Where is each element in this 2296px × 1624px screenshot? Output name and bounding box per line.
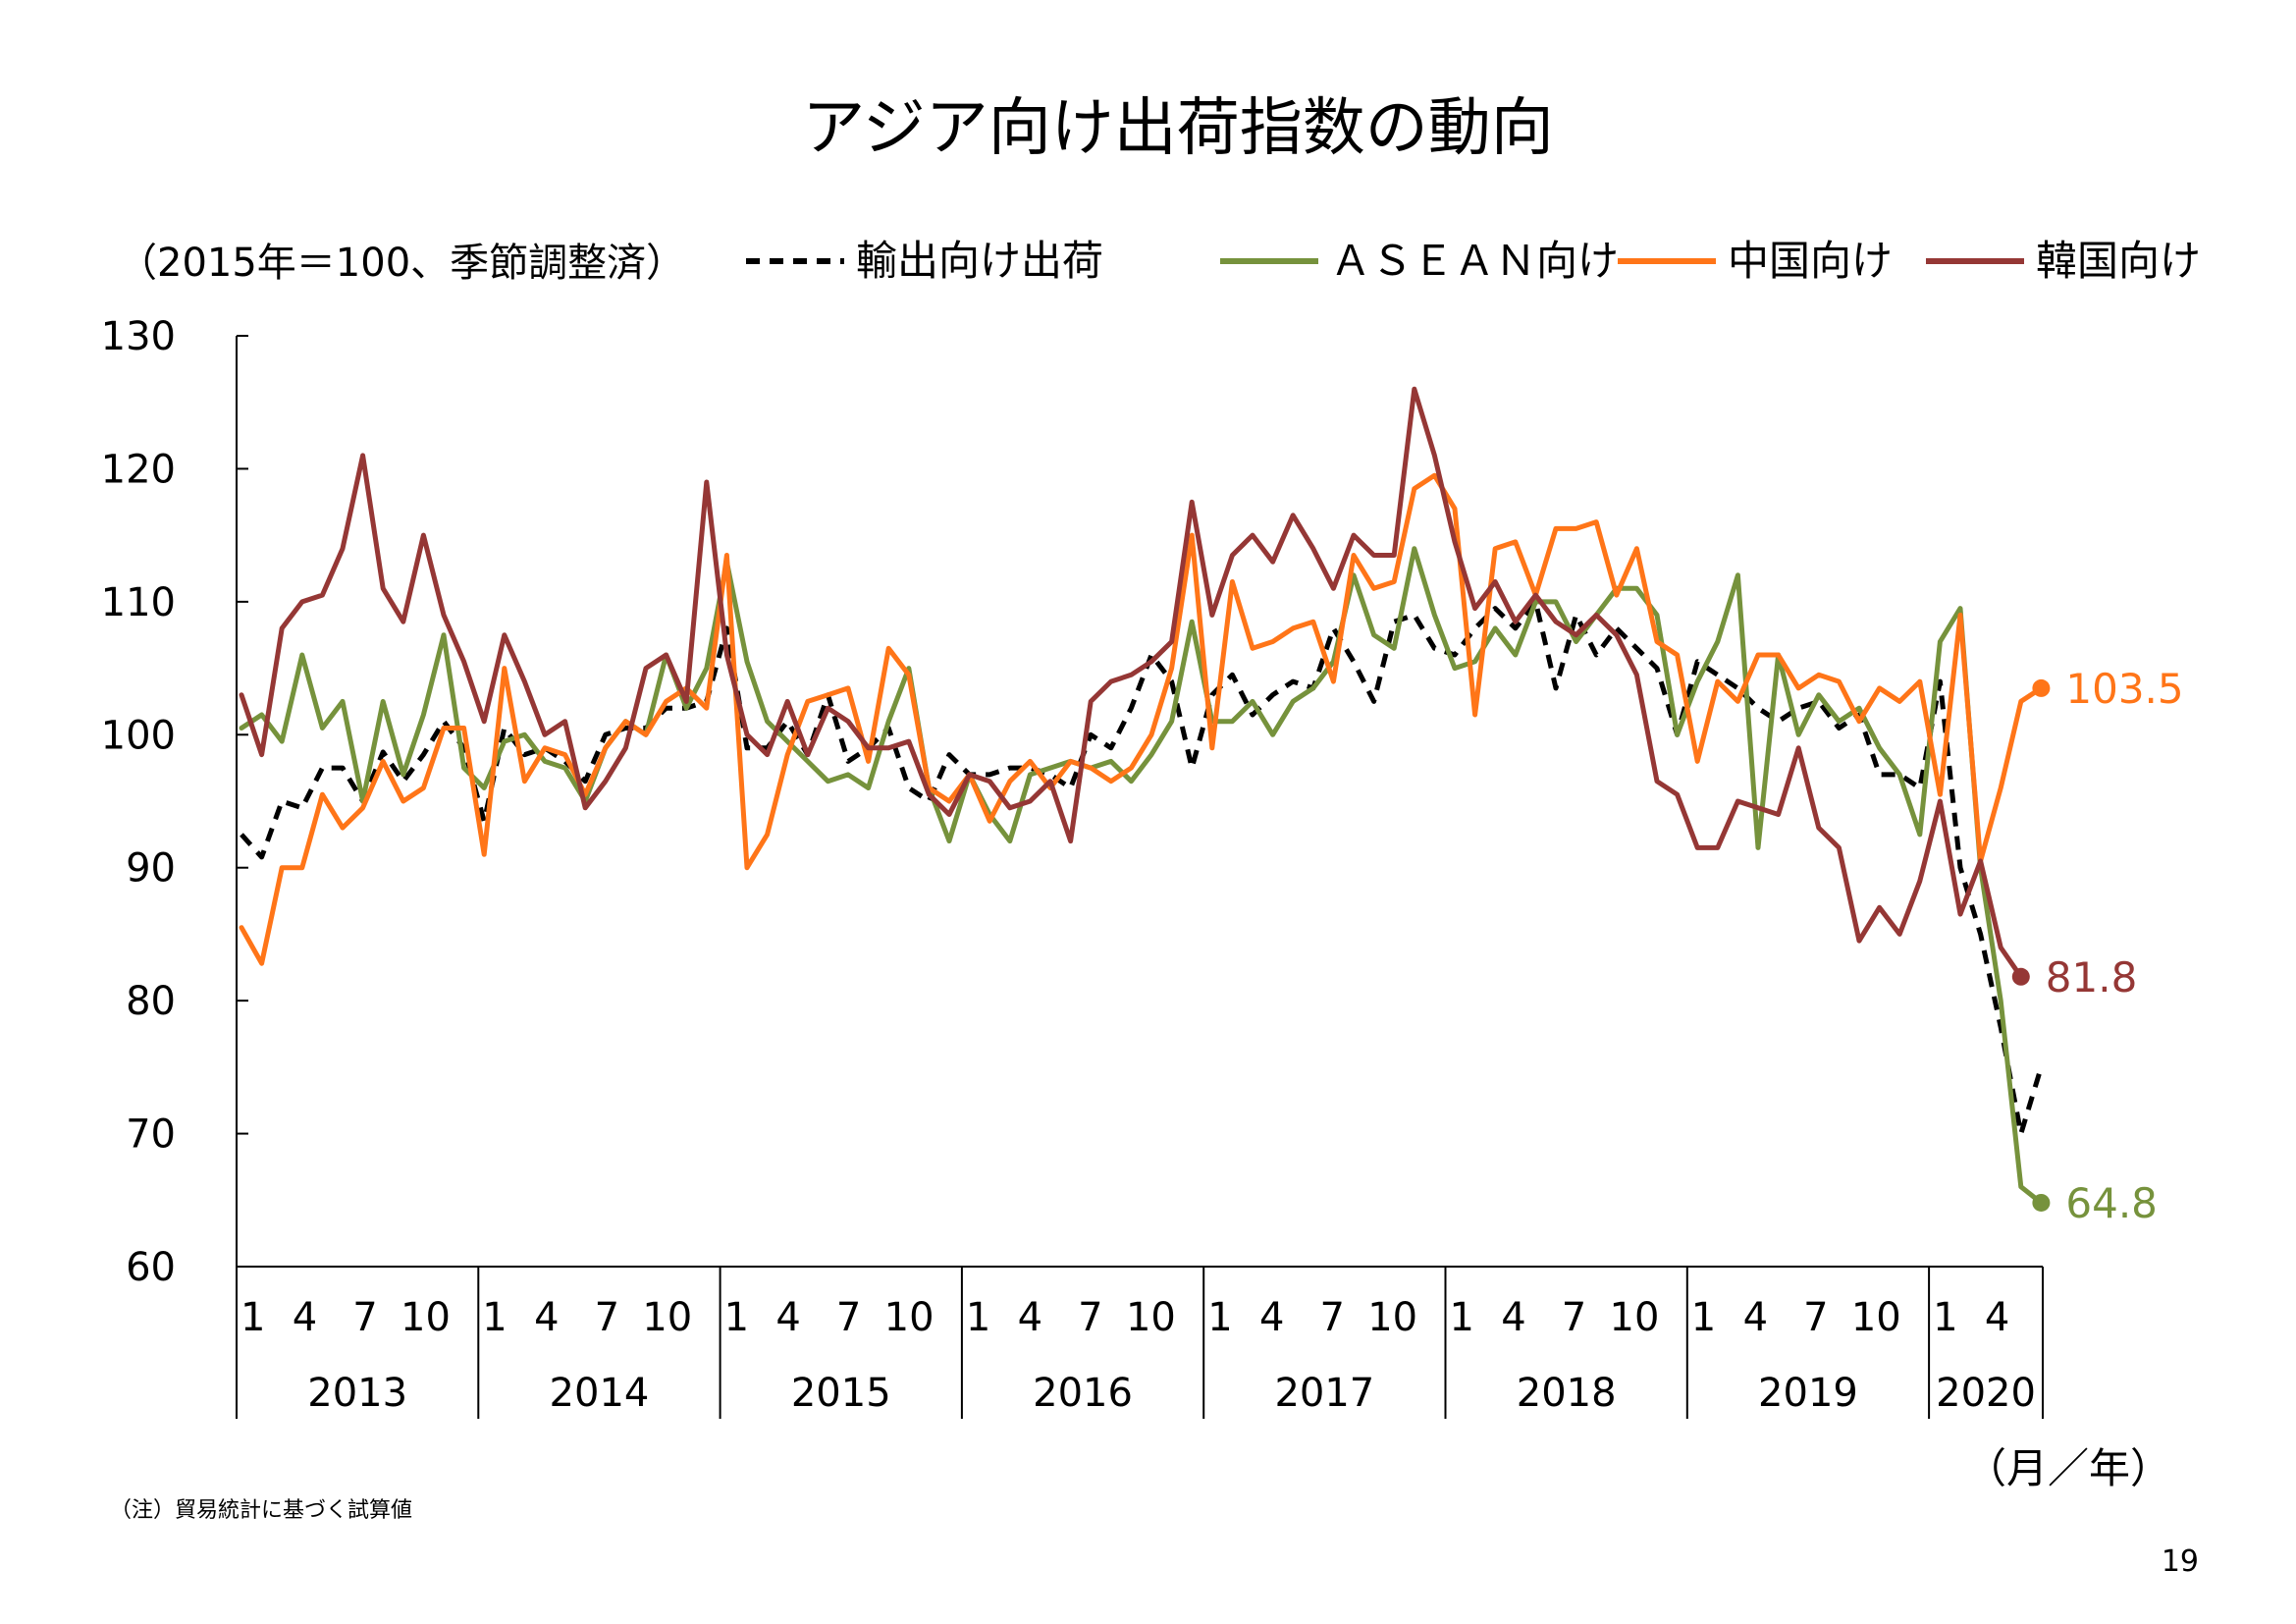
month-tick-label: 4: [293, 1295, 317, 1340]
series-line: [239, 386, 2024, 980]
end-value-label: 103.5: [2065, 665, 2183, 713]
month-tick-label: 1: [966, 1295, 990, 1340]
month-tick-label: 10: [1610, 1295, 1660, 1340]
month-tick-label: 7: [1078, 1295, 1102, 1340]
legend-label: 中国向け: [1728, 237, 1893, 285]
x-axis-unit-label: （月／年）: [1965, 1444, 2171, 1492]
month-tick-label: 1: [1691, 1295, 1716, 1340]
month-tick-label: 1: [240, 1295, 265, 1340]
end-labels: 103.5 81.8 64.8: [2011, 665, 2184, 1227]
series-line: [240, 599, 2044, 1137]
year-label: 2020: [1936, 1371, 2036, 1416]
month-tick-label: 4: [1018, 1295, 1042, 1340]
end-marker: [2032, 678, 2051, 697]
year-label: 2015: [791, 1371, 891, 1416]
series-line: [239, 472, 2044, 966]
year-label: 2014: [550, 1371, 650, 1416]
month-tick-label: 4: [1501, 1295, 1525, 1340]
month-tick-label: 7: [1562, 1295, 1586, 1340]
month-tick-label: 1: [482, 1295, 507, 1340]
y-tick-label: 70: [126, 1112, 176, 1158]
legend: 輸出向け出荷 ＡＳＥＡＮ向け 中国向け 韓国向け: [746, 237, 2201, 285]
end-marker: [2032, 1193, 2051, 1212]
y-tick-label: 100: [101, 713, 176, 758]
y-tick-label: 60: [126, 1245, 176, 1290]
y-tick-label: 110: [101, 580, 176, 625]
month-tick-label: 1: [1450, 1295, 1474, 1340]
y-tick-label: 80: [126, 979, 176, 1024]
year-label: 2019: [1758, 1371, 1858, 1416]
chart-title: アジア向け出荷指数の動向: [802, 92, 1553, 165]
month-tick-label: 10: [884, 1295, 934, 1340]
month-tick-label: 7: [352, 1295, 377, 1340]
month-tick-label: 4: [775, 1295, 800, 1340]
month-tick-label: 4: [1743, 1295, 1768, 1340]
month-tick-label: 1: [1207, 1295, 1232, 1340]
month-tick-label: 4: [1985, 1295, 2009, 1340]
y-tick-label: 120: [101, 447, 176, 492]
legend-label: ＡＳＥＡＮ向け: [1330, 237, 1619, 285]
month-tick-label: 1: [1933, 1295, 1957, 1340]
year-label: 2013: [307, 1371, 407, 1416]
month-tick-label: 10: [400, 1295, 451, 1340]
year-label: 2016: [1033, 1371, 1133, 1416]
end-marker: [2011, 967, 2030, 986]
y-axis-unit-label: （2015年＝100、季節調整済）: [118, 241, 685, 286]
legend-label: 韓国向け: [2036, 237, 2201, 285]
month-tick-label: 4: [1259, 1295, 1284, 1340]
year-label: 2018: [1517, 1371, 1617, 1416]
month-tick-label: 10: [1126, 1295, 1176, 1340]
month-tick-label: 7: [836, 1295, 861, 1340]
month-tick-label: 10: [1851, 1295, 1901, 1340]
month-tick-label: 7: [595, 1295, 619, 1340]
page-number: 19: [2162, 1544, 2199, 1579]
series-layer: [239, 386, 2044, 1206]
end-value-label: 64.8: [2065, 1179, 2158, 1227]
month-tick-label: 1: [724, 1295, 749, 1340]
end-value-label: 81.8: [2046, 953, 2138, 1001]
year-label: 2017: [1274, 1371, 1374, 1416]
y-tick-label: 90: [126, 846, 176, 892]
month-tick-label: 7: [1319, 1295, 1344, 1340]
month-tick-label: 4: [534, 1295, 559, 1340]
legend-label: 輸出向け出荷: [856, 237, 1103, 285]
y-tick-label: 130: [101, 314, 176, 359]
footnote: （注）貿易統計に基づく試算値: [110, 1498, 412, 1523]
month-tick-label: 7: [1803, 1295, 1828, 1340]
month-tick-label: 10: [1367, 1295, 1417, 1340]
month-tick-label: 10: [642, 1295, 692, 1340]
